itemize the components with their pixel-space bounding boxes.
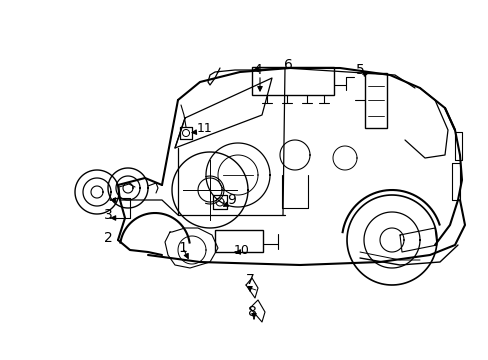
Text: 1: 1 [178, 241, 187, 255]
Text: 7: 7 [245, 273, 254, 287]
Text: 5: 5 [355, 63, 364, 77]
Bar [215, 230, 263, 252]
Text: 8: 8 [247, 305, 256, 319]
Bar [251, 67, 333, 95]
Text: 9: 9 [227, 193, 236, 207]
Text: 6: 6 [283, 58, 292, 72]
Text: 10: 10 [234, 243, 249, 256]
Text: 2: 2 [103, 231, 112, 245]
Bar [364, 73, 386, 128]
Text: 11: 11 [197, 122, 212, 135]
Text: 3: 3 [103, 208, 112, 222]
Text: 4: 4 [253, 63, 262, 77]
